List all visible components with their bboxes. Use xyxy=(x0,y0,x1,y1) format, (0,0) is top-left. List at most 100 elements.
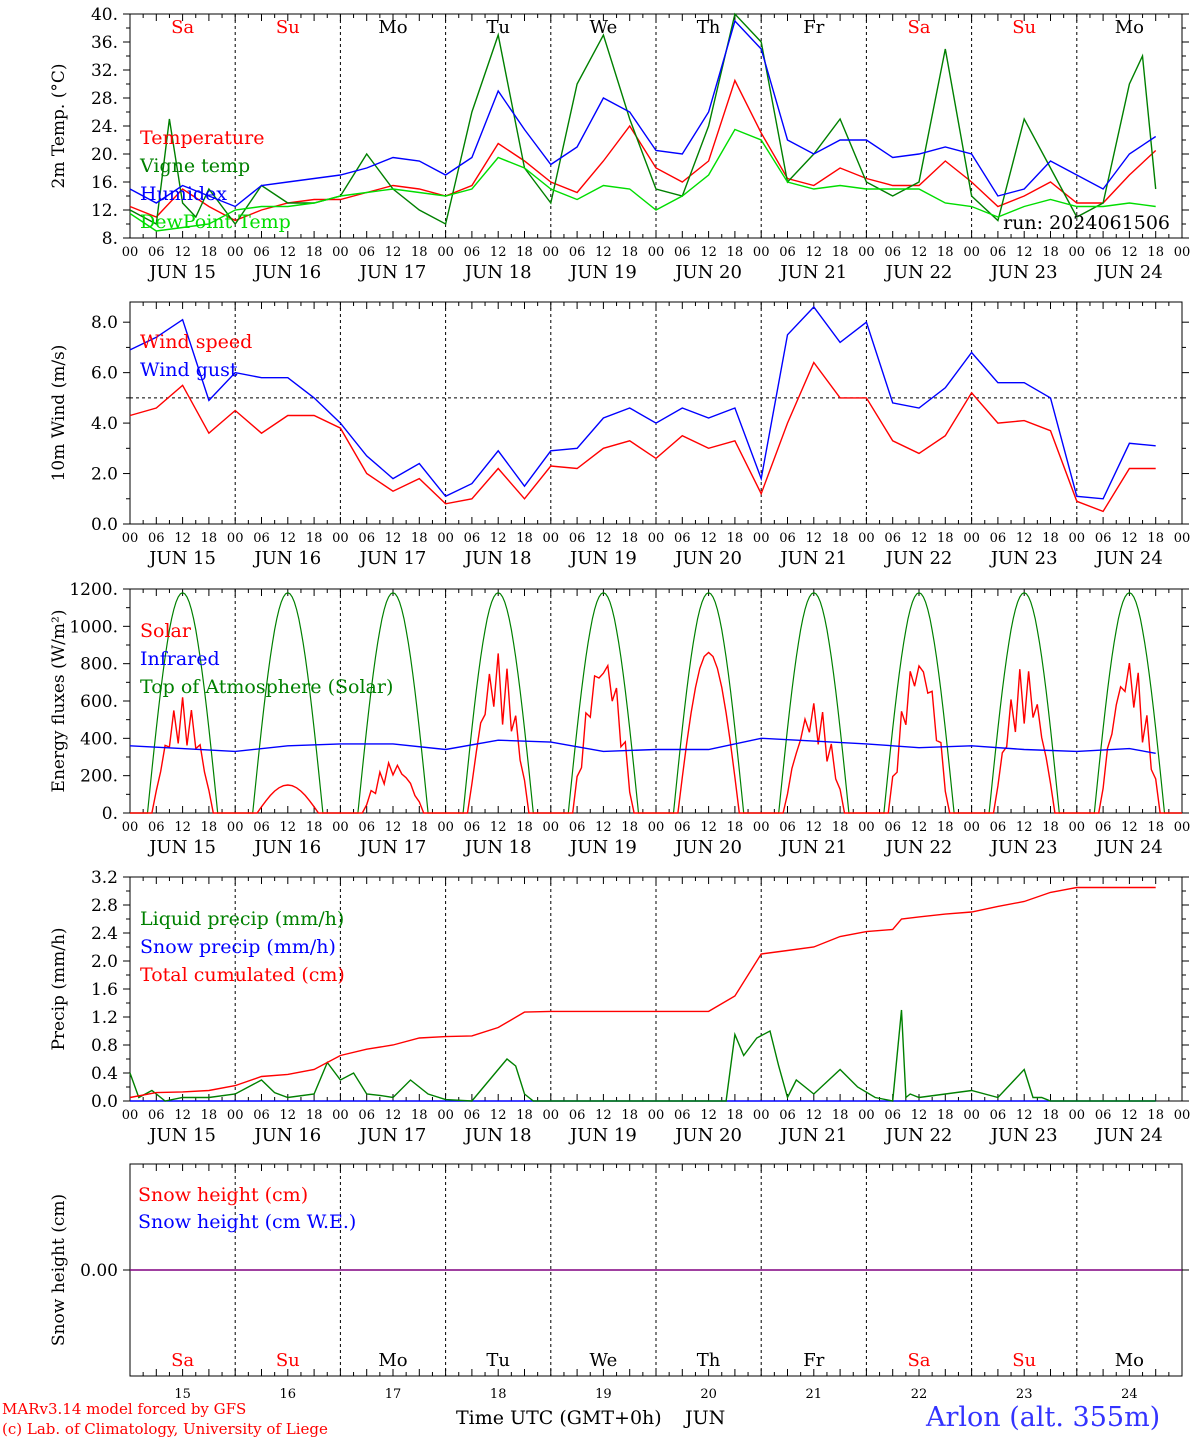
x-hour-tick: 12 xyxy=(806,1108,823,1123)
x-hour-tick: 18 xyxy=(937,531,954,546)
x-hour-tick: 18 xyxy=(516,1108,533,1123)
x-hour-tick: 18 xyxy=(832,1108,849,1123)
x-hour-tick: 18 xyxy=(1042,531,1059,546)
y-axis-label: 10m Wind (m/s) xyxy=(49,345,69,482)
x-date-label: JUN 17 xyxy=(358,262,427,283)
x-date-label: JUN 18 xyxy=(463,548,532,569)
y-axis-label: Energy fluxes (W/m²) xyxy=(49,610,69,793)
x-hour-tick: 00 xyxy=(963,531,980,546)
y-tick-label: 2.8 xyxy=(91,896,118,916)
y-tick-label: 1000. xyxy=(69,617,118,637)
weekday-label: Sa xyxy=(171,1350,194,1371)
x-hour-tick: 00 xyxy=(227,1108,244,1123)
x-date-label: JUN 15 xyxy=(147,837,216,858)
day-number-label: 24 xyxy=(1121,1387,1138,1402)
footer-copyright-text: (c) Lab. of Climatology, University of L… xyxy=(2,1420,328,1438)
x-hour-tick: 12 xyxy=(1016,820,1033,835)
x-date-label: JUN 17 xyxy=(358,1125,427,1146)
station-name: Arlon (alt. 355m) xyxy=(926,1402,1161,1433)
x-hour-tick: 00 xyxy=(1174,245,1191,260)
x-hour-tick: 06 xyxy=(253,531,270,546)
weekday-label: Sa xyxy=(907,1350,930,1371)
legend-entry: Liquid precip (mm/h) xyxy=(140,908,344,930)
y-tick-label: 4.0 xyxy=(91,414,118,434)
x-hour-tick: 18 xyxy=(621,820,638,835)
x-date-label: JUN 17 xyxy=(358,548,427,569)
y-tick-label: 8. xyxy=(102,229,118,249)
weekday-label: Mo xyxy=(378,17,407,38)
weekday-label: Su xyxy=(1012,17,1036,38)
y-tick-label: 36. xyxy=(91,33,118,53)
x-hour-tick: 18 xyxy=(1147,1108,1164,1123)
x-hour-tick: 06 xyxy=(464,531,481,546)
x-hour-tick: 18 xyxy=(621,1108,638,1123)
x-hour-tick: 18 xyxy=(516,531,533,546)
x-hour-tick: 06 xyxy=(358,531,375,546)
x-hour-tick: 06 xyxy=(569,1108,586,1123)
x-hour-tick: 12 xyxy=(595,245,612,260)
x-hour-tick: 18 xyxy=(1147,531,1164,546)
x-date-label: JUN 21 xyxy=(778,1125,847,1146)
x-date-label: JUN 24 xyxy=(1094,262,1163,283)
x-hour-tick: 12 xyxy=(280,1108,297,1123)
weekday-label: Mo xyxy=(1115,17,1144,38)
y-tick-label: 800. xyxy=(80,655,118,675)
x-date-label: JUN 22 xyxy=(884,1125,953,1146)
x-hour-tick: 06 xyxy=(569,820,586,835)
day-number-label: 21 xyxy=(806,1387,823,1402)
x-date-label: JUN 22 xyxy=(884,262,953,283)
x-hour-tick: 00 xyxy=(227,531,244,546)
y-tick-label: 28. xyxy=(91,89,118,109)
x-hour-tick: 12 xyxy=(490,1108,507,1123)
weekday-label: Tu xyxy=(486,1350,510,1371)
legend-entry: Vigne temp xyxy=(139,155,250,177)
x-hour-tick: 12 xyxy=(1121,531,1138,546)
x-hour-tick: 00 xyxy=(543,820,560,835)
temp-series-line xyxy=(129,78,1157,222)
x-hour-tick: 12 xyxy=(385,1108,402,1123)
weekday-label: We xyxy=(590,17,618,38)
x-hour-tick: 18 xyxy=(727,531,744,546)
y-tick-label: 0.0 xyxy=(91,515,118,535)
x-hour-tick: 12 xyxy=(806,531,823,546)
temp-series-line xyxy=(129,12,1157,226)
y-tick-label: 1.2 xyxy=(91,1008,118,1028)
x-hour-tick: 12 xyxy=(174,245,191,260)
infrared-line xyxy=(129,737,1156,754)
x-hour-tick: 12 xyxy=(174,531,191,546)
x-hour-tick: 18 xyxy=(306,1108,323,1123)
legend-entry: Temperature xyxy=(140,127,264,149)
x-hour-tick: 12 xyxy=(174,820,191,835)
y-tick-label: 2.0 xyxy=(91,952,118,972)
y-tick-label: 2.0 xyxy=(91,465,118,485)
legend-entry: Wind gust xyxy=(140,359,238,381)
x-hour-tick: 06 xyxy=(990,1108,1007,1123)
y-tick-label: 0.8 xyxy=(91,1036,118,1056)
x-hour-tick: 18 xyxy=(832,820,849,835)
x-date-label: JUN 19 xyxy=(568,837,637,858)
x-date-label: JUN 20 xyxy=(673,548,742,569)
x-hour-tick: 00 xyxy=(227,820,244,835)
y-tick-label: 400. xyxy=(80,729,118,749)
x-hour-tick: 00 xyxy=(437,531,454,546)
x-hour-tick: 18 xyxy=(1042,1108,1059,1123)
wind-series-line xyxy=(129,305,1156,500)
x-date-label: JUN 21 xyxy=(778,837,847,858)
x-hour-tick: 06 xyxy=(464,820,481,835)
x-hour-tick: 18 xyxy=(727,245,744,260)
x-date-label: JUN 22 xyxy=(884,548,953,569)
x-hour-tick: 00 xyxy=(1069,1108,1086,1123)
x-date-label: JUN 15 xyxy=(147,548,216,569)
x-hour-tick: 00 xyxy=(963,1108,980,1123)
solar-line xyxy=(130,651,1182,814)
x-hour-tick: 18 xyxy=(621,531,638,546)
x-hour-tick: 12 xyxy=(1016,531,1033,546)
x-hour-tick: 06 xyxy=(884,820,901,835)
x-hour-tick: 06 xyxy=(148,531,165,546)
weekday-label: Sa xyxy=(171,17,194,38)
x-hour-tick: 12 xyxy=(911,245,928,260)
x-hour-tick: 06 xyxy=(990,820,1007,835)
x-hour-tick: 06 xyxy=(1095,1108,1112,1123)
x-date-label: JUN 15 xyxy=(147,262,216,283)
x-hour-tick: 00 xyxy=(648,531,665,546)
